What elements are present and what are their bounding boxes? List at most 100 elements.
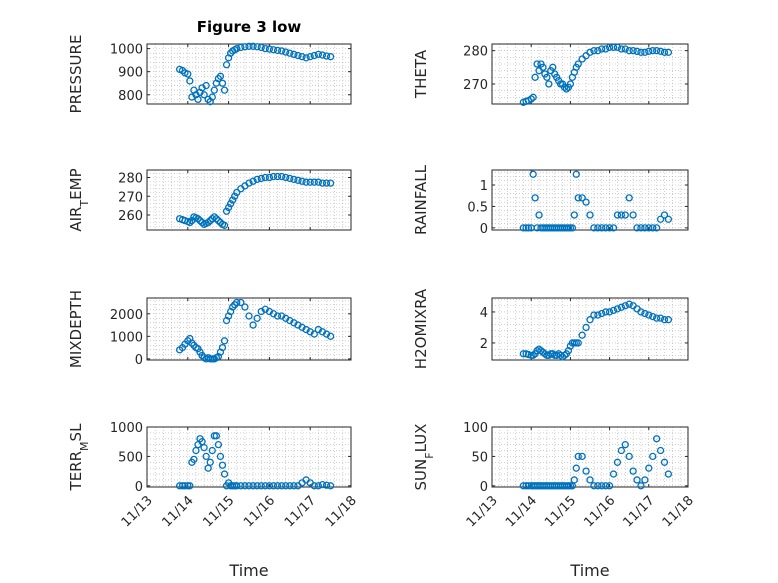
data-point <box>212 215 221 223</box>
data-point <box>218 79 227 87</box>
data-point <box>282 48 290 56</box>
data-point <box>218 343 227 352</box>
data-point <box>273 482 282 490</box>
data-point <box>249 321 257 329</box>
data-point <box>602 45 610 53</box>
data-point <box>605 43 614 51</box>
y-tick-label: 2 <box>480 337 488 352</box>
data-point <box>613 458 622 466</box>
data-point <box>560 83 569 91</box>
y-axis-label: SUNFLUX <box>412 424 436 491</box>
data-point <box>543 73 551 81</box>
data-point <box>545 80 553 88</box>
data-point <box>202 452 210 461</box>
axes-frame <box>146 169 352 231</box>
axes-frame <box>491 43 689 105</box>
data-point <box>265 482 274 490</box>
data-point <box>208 93 216 101</box>
data-point <box>220 470 229 478</box>
data-point <box>241 303 249 311</box>
data-point <box>524 224 533 232</box>
data-point <box>194 215 202 223</box>
subplot-1: 800 900 1000 PRESSURE Figure 3 low <box>67 18 352 113</box>
data-point <box>572 170 580 178</box>
data-point <box>218 461 227 469</box>
data-point <box>645 311 653 319</box>
data-point <box>660 316 669 324</box>
data-point <box>629 211 637 219</box>
series-markers <box>175 298 335 363</box>
data-point <box>302 54 310 62</box>
data-point <box>645 464 653 472</box>
y-tick-label: 0.5 <box>467 200 488 215</box>
data-point <box>578 331 586 339</box>
grid <box>491 426 689 487</box>
data-point <box>590 482 598 490</box>
data-point <box>586 211 594 219</box>
data-point <box>529 93 537 101</box>
subplot-6: 2 4 H2OMIXRA <box>412 288 689 369</box>
data-point <box>233 482 241 490</box>
axes-frame <box>491 169 689 231</box>
series-markers <box>175 432 335 490</box>
data-point <box>220 86 229 94</box>
data-point <box>641 309 649 318</box>
data-point <box>322 179 331 187</box>
x-tick-label: 11/18 <box>323 493 360 530</box>
data-point <box>625 300 633 308</box>
data-point <box>637 48 645 56</box>
data-point <box>535 211 543 219</box>
data-point <box>590 311 598 319</box>
data-point <box>549 63 557 71</box>
data-point <box>186 218 194 227</box>
x-tick-label: 11/15 <box>200 493 237 530</box>
data-point <box>574 452 582 461</box>
data-point <box>621 45 629 53</box>
data-point <box>233 298 241 307</box>
y-axis-label: MIXDEPTH <box>67 290 85 368</box>
y-tick-label: 0 <box>135 353 143 368</box>
data-point <box>519 224 528 232</box>
data-point <box>214 216 223 225</box>
y-axis-label: H2OMIXRA <box>412 288 430 369</box>
data-point <box>269 482 278 490</box>
data-point <box>649 312 657 321</box>
data-point <box>186 482 194 490</box>
data-point <box>586 48 594 56</box>
subplot-3: 260 270 280 AIRTEMP <box>67 168 352 232</box>
y-tick-label: 1000 <box>110 43 143 58</box>
data-point <box>574 339 582 347</box>
x-tick-label: 11/16 <box>581 493 618 530</box>
data-point <box>196 216 204 225</box>
data-point <box>277 47 286 55</box>
data-point <box>286 49 294 57</box>
y-tick-label: 900 <box>118 66 143 81</box>
data-point <box>578 194 586 202</box>
data-point <box>602 482 610 490</box>
data-point <box>633 47 641 55</box>
data-point <box>200 443 208 452</box>
data-point <box>290 175 298 184</box>
x-tick-label: 11/16 <box>241 493 278 530</box>
data-point <box>310 51 318 60</box>
data-point <box>660 211 669 219</box>
data-point <box>629 467 637 475</box>
data-point <box>609 43 618 51</box>
data-point <box>574 194 582 202</box>
subplot-2: 270 280 THETA <box>412 43 689 106</box>
data-point <box>594 311 602 319</box>
data-point <box>582 323 590 332</box>
data-point <box>605 308 614 316</box>
y-tick-label: 2000 <box>110 308 143 323</box>
subplot-5: 0 1000 2000 MIXDEPTH <box>67 290 352 368</box>
data-point <box>265 173 274 182</box>
data-point <box>231 192 239 200</box>
data-point <box>641 48 649 56</box>
data-point <box>609 306 618 315</box>
data-point <box>637 308 645 316</box>
data-point <box>617 211 626 219</box>
data-point <box>570 476 578 484</box>
data-point <box>310 482 318 490</box>
data-point <box>533 60 541 68</box>
